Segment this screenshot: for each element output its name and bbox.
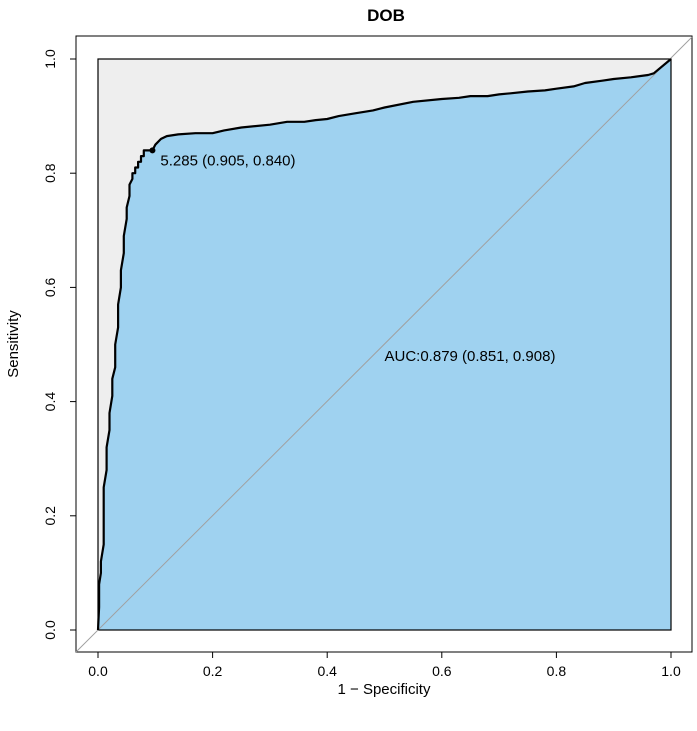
- y-axis-label: Sensitivity: [5, 310, 22, 378]
- unit-square: [97, 58, 672, 631]
- y-tick-label: 0.6: [42, 277, 58, 297]
- x-tick-label: 0.0: [88, 663, 108, 679]
- x-tick-label: 0.6: [432, 663, 452, 679]
- diagonal-reference-line: [75, 36, 693, 653]
- x-tick-label: 0.4: [317, 663, 337, 679]
- upper-area: [98, 59, 671, 630]
- x-tick-label: 1.0: [661, 663, 681, 679]
- threshold-point: [149, 147, 156, 154]
- y-tick-label: 0.8: [42, 163, 58, 183]
- chart-title: DOB: [367, 6, 405, 25]
- x-tick-label: 0.8: [547, 663, 567, 679]
- y-tick-label: 0.0: [42, 620, 58, 640]
- x-axis-label: 1 − Specificity: [338, 681, 431, 698]
- x-axis: 0.0 0.2 0.4 0.6 0.8 1.0: [88, 651, 681, 679]
- x-tick-label: 0.2: [203, 663, 223, 679]
- threshold-label: 5.285 (0.905, 0.840): [160, 152, 295, 169]
- y-tick-label: 0.4: [42, 392, 58, 412]
- y-tick-label: 1.0: [42, 49, 58, 69]
- y-tick-label: 0.2: [42, 506, 58, 526]
- auc-label: AUC:0.879 (0.851, 0.908): [385, 348, 556, 365]
- y-axis: 0.0 0.2 0.4 0.6 0.8 1.0: [42, 49, 77, 640]
